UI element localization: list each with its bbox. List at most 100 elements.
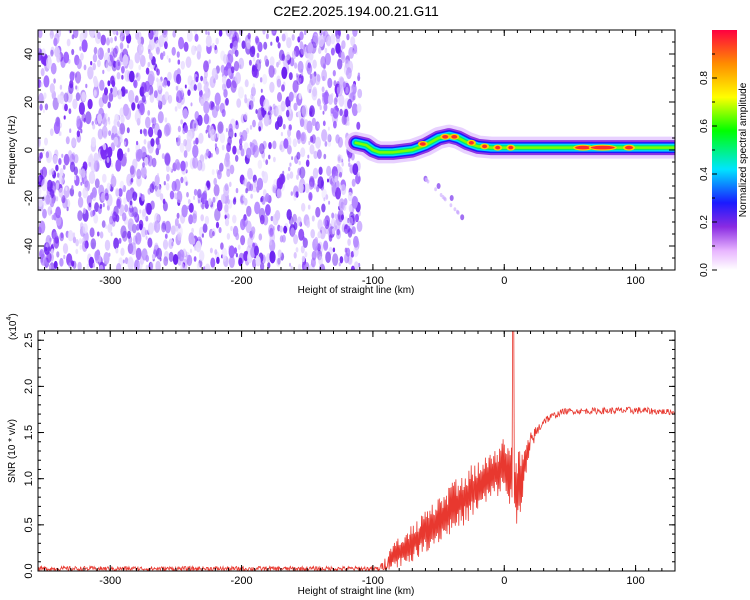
heatmap-noise-cell [288,91,294,102]
heatmap-noise-cell [326,133,331,143]
heatmap-noise-cell [345,86,349,94]
heatmap-noise-cell [321,69,327,82]
heatmap-noise-cell [293,185,299,198]
heatmap-noise-cell [205,87,211,99]
heatmap-noise-cell [338,156,341,162]
heatmap-noise-cell [301,104,308,118]
heatmap-y-tick-label: 40 [23,48,35,60]
heatmap-noise-cell [288,166,291,172]
heatmap-noise-cell [348,162,351,168]
heatmap-noise-cell [324,47,328,54]
heatmap-noise-cell [268,142,272,150]
heatmap-noise-cell [50,35,53,40]
heatmap-y-axis-label: Frequency (Hz) [7,116,18,185]
heatmap-noise-cell [110,37,113,44]
heatmap-noise-cell [235,253,238,258]
heatmap-noise-cell [290,265,293,270]
heatmap-branch-cell [439,193,443,197]
heatmap-noise-cell [306,120,313,134]
heatmap-noise-cell [230,226,233,231]
heatmap-noise-cell [119,122,126,135]
heatmap-noise-cell [139,223,143,231]
heatmap-noise-cell [147,110,151,116]
heatmap-noise-cell [92,62,96,71]
snr-series-line [38,331,675,571]
heatmap-noise-cell [44,137,48,146]
heatmap-noise-cell [55,30,62,38]
heatmap-noise-cell [309,105,315,118]
snr-x-tick-label: -200 [231,575,253,587]
heatmap-noise-cell [290,191,293,196]
heatmap-noise-cell [117,89,123,100]
heatmap-noise-cell [346,33,350,41]
heatmap-noise-cell [157,99,161,106]
heatmap-noise-cell [139,129,143,135]
heatmap-noise-cell [139,36,145,46]
heatmap-noise-cell [107,80,111,87]
heatmap-noise-cell [183,139,188,147]
heatmap-noise-cell [262,30,266,35]
heatmap-noise-cell [212,196,216,203]
heatmap-noise-cell [101,220,106,228]
heatmap-noise-cell [332,253,339,266]
heatmap-noise-cell [348,216,353,226]
heatmap-noise-cell [322,62,327,70]
heatmap-noise-cell [265,33,269,40]
heatmap-noise-cell [59,257,64,267]
heatmap-noise-cell [81,113,86,122]
snr-y-tick-label: 0.5 [23,517,35,532]
heatmap-noise-cell [120,114,125,124]
heatmap-noise-cell [124,204,129,213]
heatmap-noise-cell [145,215,149,222]
heatmap-noise-cell [260,262,265,270]
heatmap-noise-cell [339,171,343,178]
heatmap-noise-cell [108,130,112,137]
heatmap-noise-cell [208,59,211,64]
heatmap-noise-cell [307,51,314,64]
heatmap-noise-cell [162,79,167,88]
heatmap-noise-cell [297,110,301,118]
heatmap-noise-cell [119,36,123,42]
heatmap-noise-cell [225,97,229,106]
heatmap-noise-cell [105,113,108,118]
heatmap-noise-cell [161,153,165,160]
heatmap-noise-cell [53,78,56,84]
heatmap-noise-cell [251,226,256,235]
heatmap-noise-cell [327,134,332,143]
heatmap-noise-cell [46,56,52,69]
heatmap-noise-cell [142,95,146,103]
heatmap-noise-cell [351,103,358,117]
heatmap-x-tick-label: -300 [99,275,121,287]
heatmap-noise-cell [38,42,41,53]
heatmap-noise-cell [68,150,73,159]
heatmap-noise-cell [255,255,261,267]
heatmap-noise-cell [117,121,120,127]
heatmap-noise-cell [136,72,141,82]
heatmap-noise-cell [102,69,105,75]
heatmap-noise-cell [106,37,110,46]
heatmap-noise-cell [351,91,356,101]
snr-scale-base-text: (x10 [8,320,19,340]
heatmap-noise-cell [298,228,305,241]
heatmap-noise-cell [224,183,229,192]
heatmap-hot-spot-core [575,145,592,150]
heatmap-noise-cell [259,77,263,83]
heatmap-noise-cell [61,153,64,158]
heatmap-noise-cell [69,71,75,82]
snr-scale-factor: (x104) [6,313,19,340]
heatmap-noise-cell [281,33,286,42]
heatmap-noise-cell [63,185,70,198]
heatmap-branch-cell [425,178,428,182]
heatmap-noise-cell [175,85,179,91]
heatmap-noise-cell [228,245,235,258]
heatmap-noise-cell [322,110,325,115]
heatmap-noise-cell [291,50,297,60]
heatmap-noise-cell [129,242,137,256]
heatmap-noise-cell [249,183,254,192]
heatmap-noise-cell [138,64,141,71]
heatmap-noise-cell [131,102,136,111]
heatmap-noise-cell [195,240,202,253]
heatmap-noise-cell [332,168,337,175]
heatmap-noise-cell [283,138,289,149]
heatmap-noise-cell [39,103,43,111]
